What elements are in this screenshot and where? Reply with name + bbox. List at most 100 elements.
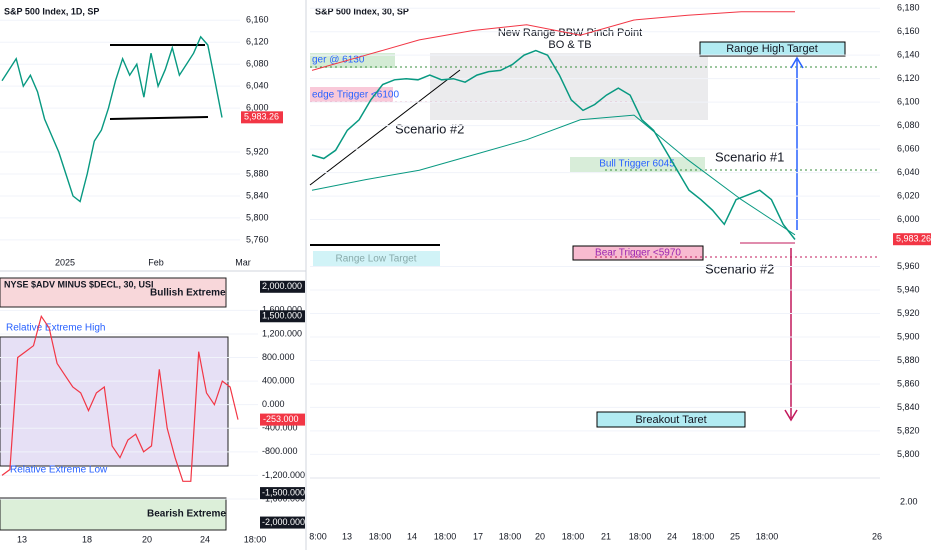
x-tick-label: 21 (601, 531, 611, 541)
y-tick-label: 5,880 (246, 168, 269, 178)
x-tick-label: 18:00 (499, 531, 522, 541)
target-box (596, 411, 746, 428)
annotation: Range Low Target (336, 254, 417, 265)
y-tick-label: 6,160 (897, 26, 920, 36)
y-tick-label: 1,200.000 (262, 328, 302, 338)
bullish-zone (0, 277, 227, 308)
arrow (784, 409, 798, 422)
y-tick-label: -400.000 (262, 423, 298, 433)
x-tick-label: 17 (473, 531, 483, 541)
level-label: 1,500.000 (262, 311, 302, 321)
relative-zone (0, 336, 229, 467)
x-tick-label: 18:00 (434, 531, 457, 541)
level-box (260, 487, 305, 500)
scenario-line (309, 69, 461, 186)
y-tick-label: 400.000 (262, 375, 295, 385)
y-tick-label: 5,800 (246, 212, 269, 222)
y-tick-label: 6,020 (897, 190, 920, 200)
x-tick-label: 2025 (55, 257, 75, 267)
x-tick-label: 25 (730, 531, 740, 541)
y-tick-label: 6,140 (897, 50, 920, 60)
zone-label: Bearish Extreme (147, 509, 226, 520)
osc-tick-label: 2.00 (900, 496, 918, 506)
y-tick-label: 5,840 (897, 402, 920, 412)
trigger-box (310, 53, 395, 68)
price-line (1, 314, 239, 482)
y-tick-label: 6,180 (897, 3, 920, 13)
level-line (109, 116, 209, 120)
annotation: BO & TB (548, 39, 591, 51)
y-tick-label: 5,940 (897, 284, 920, 294)
price-line (1, 35, 223, 203)
panel-title: NYSE $ADV MINUS $DECL, 30, USI (4, 279, 154, 289)
y-tick-label: -800.000 (262, 446, 298, 456)
price-line (311, 49, 796, 240)
x-tick-label: Mar (235, 257, 251, 267)
annotation: ger @ 6130 (312, 55, 365, 66)
y-tick-label: 6,000 (897, 214, 920, 224)
price-line (311, 11, 795, 71)
y-tick-label: 800.000 (262, 352, 295, 362)
x-tick-label: 20 (535, 531, 545, 541)
range-box (430, 53, 708, 120)
bearish-zone (0, 497, 227, 531)
y-tick-label: 5,880 (897, 355, 920, 365)
last-price-box (260, 413, 305, 426)
zone-label: Relative Extreme Low (10, 465, 108, 476)
price-line (311, 114, 796, 236)
annotation: Breakout Taret (635, 414, 706, 426)
x-tick-label: 8:00 (309, 531, 327, 541)
annotation: edge Trigger <6100 (312, 90, 399, 101)
y-tick-label: 5,920 (897, 308, 920, 318)
x-tick-label: 26 (872, 531, 882, 541)
y-tick-label: 6,080 (897, 120, 920, 130)
level-label: 2,000.000 (262, 281, 302, 291)
target-box (313, 251, 440, 266)
y-tick-label: 6,080 (246, 59, 269, 69)
annotation: Scenario #2 (705, 261, 774, 276)
y-tick-label: 5,860 (897, 378, 920, 388)
x-tick-label: 24 (200, 534, 210, 544)
annotation: Scenario #1 (715, 149, 784, 164)
x-tick-label: 18 (82, 534, 92, 544)
x-tick-label: 18:00 (756, 531, 779, 541)
y-tick-label: 5,800 (897, 449, 920, 459)
x-tick-label: 24 (667, 531, 677, 541)
x-tick-label: 18:00 (562, 531, 585, 541)
y-tick-label: 6,120 (246, 37, 269, 47)
arrow (790, 56, 804, 69)
level-label: -2,000.000 (262, 517, 305, 527)
annotation: Bull Trigger 6045 (599, 159, 675, 170)
zone-label: Relative Extreme High (6, 323, 105, 334)
y-tick-label: -1,200.000 (262, 470, 305, 480)
y-tick-label: 6,100 (897, 97, 920, 107)
y-tick-label: 0.000 (262, 399, 285, 409)
x-tick-label: 13 (342, 531, 352, 541)
y-tick-label: 6,160 (246, 15, 269, 25)
annotation: Scenario #2 (395, 121, 464, 136)
x-tick-label: 20 (142, 534, 152, 544)
panel-title: S&P 500 Index, 1D, SP (4, 6, 99, 16)
y-tick-label: 5,820 (897, 425, 920, 435)
last-price: -253.000 (263, 414, 299, 424)
level-box (260, 516, 305, 529)
last-price: 5,983.26 (244, 112, 279, 122)
last-price: 5,983.26 (896, 234, 931, 244)
x-tick-label: 14 (407, 531, 417, 541)
y-tick-label: 5,760 (246, 234, 269, 244)
last-price-box (893, 233, 931, 246)
level-label: -1,500.000 (262, 487, 305, 497)
y-tick-label: 6,000 (246, 103, 269, 113)
y-tick-label: 6,040 (897, 167, 920, 177)
x-tick-label: 13 (17, 534, 27, 544)
y-tick-label: 1,600.000 (262, 305, 302, 315)
level-box (260, 310, 305, 323)
last-price-box (241, 111, 283, 124)
x-tick-label: 18:00 (369, 531, 392, 541)
x-tick-label: 18:00 (629, 531, 652, 541)
x-tick-label: Feb (148, 257, 164, 267)
y-tick-label: 5,840 (246, 190, 269, 200)
annotation: Range High Target (726, 43, 818, 55)
level-box (260, 280, 305, 293)
